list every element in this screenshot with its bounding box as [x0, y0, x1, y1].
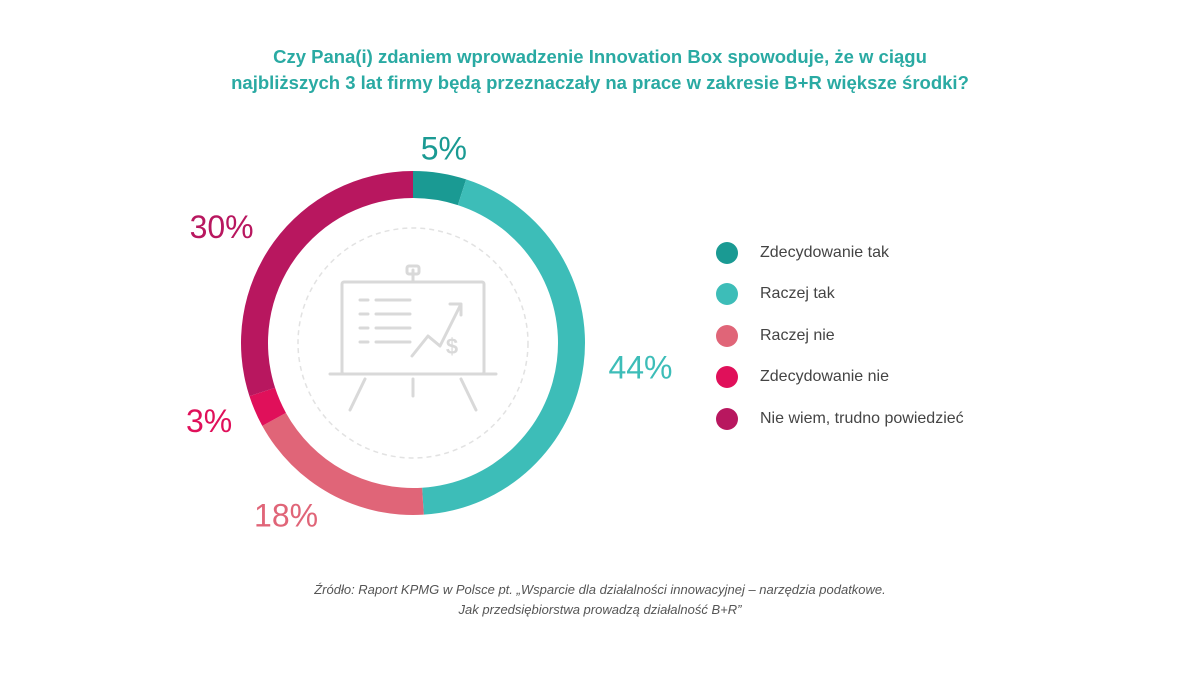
source-line-2: Jak przedsiębiorstwa prowadzą działalnoś… — [458, 602, 742, 617]
inner-dashed-ring — [297, 227, 529, 459]
legend: Zdecydowanie tak Raczej tak Raczej nie Z… — [716, 232, 964, 440]
chart-title-line-1: Czy Pana(i) zdaniem wprowadzenie Innovat… — [273, 46, 927, 67]
legend-item-zdecydowanie-tak: Zdecydowanie tak — [716, 232, 964, 274]
legend-item-nie-wiem: Nie wiem, trudno powiedzieć — [716, 398, 964, 440]
legend-label: Raczej tak — [760, 285, 835, 303]
legend-item-raczej-tak: Raczej tak — [716, 274, 964, 316]
legend-item-zdecydowanie-nie: Zdecydowanie nie — [716, 357, 964, 399]
presentation-board-chart-dollar-icon: $ — [328, 264, 498, 412]
legend-swatch — [716, 324, 738, 347]
source-line-1: Źródło: Raport KPMG w Polsce pt. „Wsparc… — [314, 582, 886, 597]
data-label-nie-wiem-trudno-powiedzie: 30% — [190, 209, 254, 245]
donut-slice-zdecydowanie-tak — [413, 171, 467, 206]
donut-slice-raczej-nie — [262, 412, 424, 515]
chart-title: Czy Pana(i) zdaniem wprowadzenie Innovat… — [0, 44, 1200, 96]
legend-item-raczej-nie: Raczej nie — [716, 315, 964, 357]
data-label-raczej-nie: 18% — [254, 498, 318, 534]
data-label-raczej-tak: 44% — [608, 350, 672, 386]
legend-label: Raczej nie — [760, 326, 835, 344]
data-labels: 5% 44% 18% 3% 30% — [186, 130, 673, 533]
data-label-zdecydowanie-nie: 3% — [186, 403, 232, 439]
donut-slice-zdecydowanie-nie — [249, 387, 286, 426]
donut-slices — [241, 171, 586, 515]
data-label-zdecydowanie-tak: 5% — [421, 130, 467, 166]
legend-label: Zdecydowanie nie — [760, 368, 889, 386]
svg-text:$: $ — [446, 334, 458, 359]
legend-swatch — [716, 407, 738, 430]
donut-slice-raczej-tak — [422, 179, 586, 515]
legend-swatch — [716, 366, 738, 389]
legend-swatch — [716, 283, 738, 306]
legend-swatch — [716, 241, 738, 264]
donut-slice-nie-wiem-trudno-powiedzie — [241, 171, 413, 397]
source-note: Źródło: Raport KPMG w Polsce pt. „Wsparc… — [0, 580, 1200, 620]
legend-label: Zdecydowanie tak — [760, 243, 889, 261]
chart-title-line-2: najbliższych 3 lat firmy będą przeznacza… — [231, 72, 969, 93]
legend-label: Nie wiem, trudno powiedzieć — [760, 409, 964, 427]
